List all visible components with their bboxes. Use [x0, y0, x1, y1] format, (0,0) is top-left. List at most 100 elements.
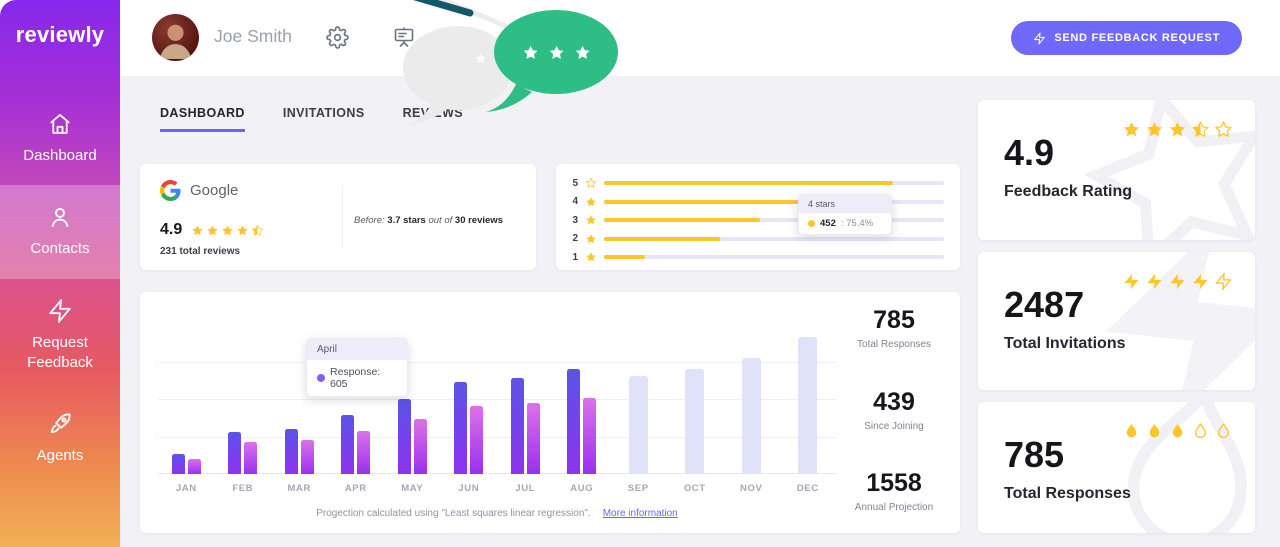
- tooltip-percent: : 75.4%: [840, 218, 874, 229]
- star-icon: [192, 224, 203, 235]
- avatar[interactable]: [152, 14, 199, 61]
- projection-bar[interactable]: [741, 358, 761, 474]
- divider: [342, 186, 343, 248]
- response-bar[interactable]: [228, 432, 242, 474]
- bolt-icon: [1124, 273, 1139, 290]
- sidebar-item-contacts[interactable]: Contacts: [0, 185, 120, 279]
- secondary-bar[interactable]: [300, 440, 314, 474]
- star-icon: [207, 224, 218, 235]
- rating-bar-track[interactable]: [604, 236, 944, 241]
- response-bar[interactable]: [284, 429, 298, 474]
- response-bar[interactable]: [567, 369, 581, 474]
- secondary-bar[interactable]: [583, 398, 597, 474]
- flame-icon: [1126, 424, 1137, 438]
- feedback-rating-card: 4.9 Feedback Rating: [978, 100, 1255, 240]
- rating-row-4-stars: 4: [570, 196, 944, 208]
- flame-icon: [1149, 424, 1160, 438]
- card-label: Total Responses: [1004, 485, 1131, 502]
- response-bar[interactable]: [454, 382, 468, 474]
- bar-group-jan: [158, 454, 215, 474]
- secondary-bar[interactable]: [413, 419, 427, 474]
- home-icon: [47, 111, 73, 137]
- google-logo-icon: [160, 180, 181, 201]
- response-bar[interactable]: [171, 454, 185, 474]
- secondary-bar[interactable]: [470, 406, 484, 474]
- bolt-watermark-icon: [1105, 252, 1255, 390]
- rating-row-label: 4: [572, 196, 578, 207]
- ratings-breakdown-card: 5 4 3 2 1 4 stars 452: 75.4%: [556, 164, 960, 270]
- bar-group-oct: [667, 369, 724, 474]
- tab-dashboard[interactable]: DASHBOARD: [160, 106, 245, 132]
- gridline: [158, 399, 836, 400]
- rating-bar-track[interactable]: [604, 255, 944, 259]
- tab-reviews[interactable]: REVIEWS: [402, 106, 464, 120]
- rating-bar-fill: [604, 236, 720, 241]
- user-icon: [47, 204, 73, 230]
- tooltip-value: 605: [330, 378, 348, 390]
- star-watermark-icon: [1084, 100, 1255, 240]
- x-axis-tick: APR: [344, 483, 367, 494]
- projection-bar[interactable]: [628, 376, 648, 474]
- response-bar[interactable]: [510, 378, 524, 474]
- projection-bar[interactable]: [798, 337, 818, 474]
- stat-value: 1558: [866, 469, 922, 497]
- before-suffix: 30 reviews: [454, 215, 503, 226]
- sidebar-item-agents[interactable]: Agents: [0, 392, 120, 485]
- bar-group-nov: [723, 358, 780, 474]
- rating-bar-track[interactable]: [604, 218, 944, 222]
- sidebar-item-dashboard[interactable]: Dashboard: [0, 92, 120, 185]
- tab-invitations[interactable]: INVITATIONS: [282, 106, 365, 120]
- avatar-photo: [159, 24, 192, 60]
- gridline: [158, 361, 836, 363]
- rating-bar-track[interactable]: [604, 199, 944, 204]
- response-bar[interactable]: [397, 399, 411, 474]
- card-label: Total Invitations: [1004, 335, 1126, 352]
- before-value: 3.7 stars: [387, 215, 426, 226]
- bar-group-mar: [271, 429, 328, 474]
- stat-label: Since Joining: [864, 420, 924, 432]
- rating-bar-fill: [604, 181, 893, 185]
- gridline: [158, 436, 836, 438]
- rating-row-1-stars: 1: [570, 251, 944, 263]
- secondary-bar[interactable]: [357, 431, 371, 474]
- x-axis-tick: MAY: [401, 483, 424, 494]
- tabs: DASHBOARD INVITATIONS REVIEWS: [160, 106, 463, 132]
- presentation-icon[interactable]: [392, 25, 416, 54]
- settings-icon[interactable]: [326, 26, 349, 54]
- secondary-bar[interactable]: [187, 459, 201, 474]
- chart-tooltip: April Response: 605: [306, 338, 408, 397]
- sidebar-item-label: Request Feedback: [27, 333, 93, 371]
- x-axis-tick: SEP: [627, 483, 649, 494]
- star-icon: [252, 224, 264, 236]
- rating-row-label: 5: [572, 177, 578, 189]
- x-axis-tick: JUN: [458, 483, 480, 494]
- projection-bar[interactable]: [685, 369, 705, 474]
- more-information-link[interactable]: More information: [602, 508, 678, 519]
- topbar: Joe Smith: [120, 0, 1280, 125]
- sidebar-item-label: Dashboard: [23, 147, 97, 164]
- star-icon: [1215, 121, 1232, 137]
- flame-icon: [1172, 424, 1183, 438]
- bar-group-may: [384, 399, 441, 474]
- tooltip-value: 452: [820, 218, 836, 229]
- user-name: Joe Smith: [214, 26, 292, 46]
- total-responses-card: 785 Total Responses: [978, 402, 1255, 533]
- tooltip-title: 4 stars: [799, 195, 891, 213]
- bolt-icon: [47, 298, 73, 324]
- stat-label: Annual Projection: [854, 502, 934, 513]
- secondary-bar[interactable]: [526, 403, 540, 474]
- bolt-icon: [1147, 273, 1162, 290]
- response-bar[interactable]: [341, 415, 355, 474]
- flame-watermark-icon: [1127, 402, 1247, 533]
- send-feedback-request-button[interactable]: SEND FEEDBACK REQUEST: [1011, 21, 1242, 55]
- sidebar-item-request-feedback[interactable]: Request Feedback: [0, 279, 120, 393]
- rocket-icon: [47, 411, 73, 437]
- star-icon: [586, 233, 596, 243]
- secondary-bar[interactable]: [244, 442, 258, 474]
- chart-stats: 785 Total Responses 439 Since Joining 1558 An…: [836, 292, 960, 533]
- sidebar-item-label: Contacts: [30, 240, 90, 258]
- rating-bar-track[interactable]: [604, 181, 944, 185]
- stat-since-joining: 439 Since Joining: [836, 388, 952, 432]
- series-dot: [808, 220, 815, 227]
- star-icon: [1123, 122, 1140, 137]
